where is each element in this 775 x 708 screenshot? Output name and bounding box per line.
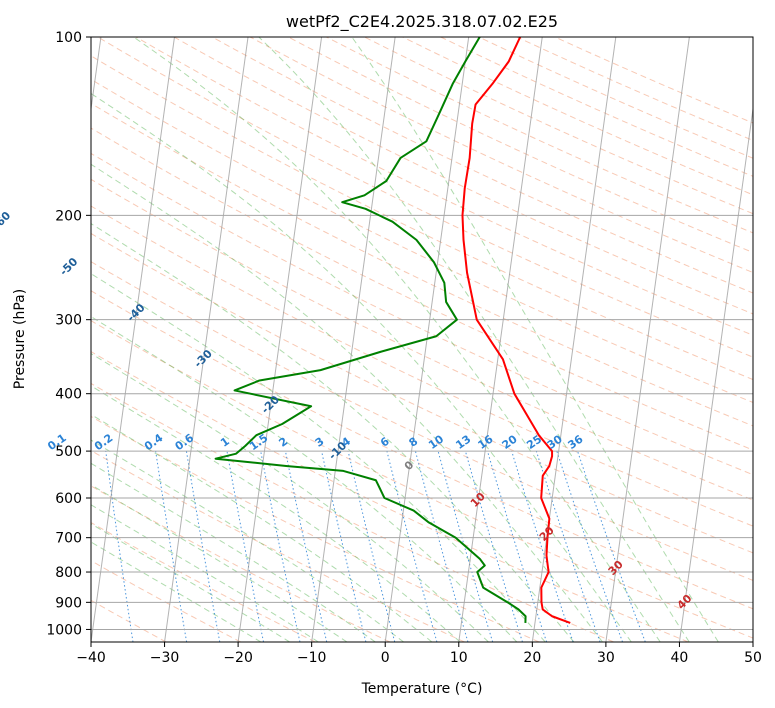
- y-tick-label: 500: [55, 444, 82, 460]
- x-tick-label: 50: [744, 650, 762, 666]
- dry-adiabat: [91, 382, 614, 642]
- moist-adiabat: [91, 484, 348, 642]
- isotherm-line: [164, 37, 249, 642]
- y-tick-label: 900: [55, 595, 82, 611]
- dewpoint-profile-line: [214, 37, 527, 623]
- mixing-ratio-line: [487, 450, 548, 642]
- mixing-ratio-line: [386, 450, 438, 642]
- moist-adiabat: [91, 523, 291, 642]
- moist-adiabat: [91, 413, 433, 642]
- dry-adiabat: [91, 127, 753, 451]
- mixing-ratio-line: [284, 451, 328, 642]
- plot-frame: [90, 36, 754, 643]
- background-lines: [91, 37, 753, 642]
- dry-adiabat: [91, 320, 753, 639]
- dry-adiabat: [91, 485, 391, 642]
- mixing-ratio-line: [577, 450, 646, 642]
- dry-adiabat: [211, 37, 753, 294]
- y-tick-label: 1000: [46, 622, 82, 638]
- dry-adiabat: [97, 37, 753, 358]
- chart-title: wetPf2_C2E4.2025.318.07.02.E25: [286, 12, 558, 32]
- moist-adiabat: [91, 273, 546, 642]
- x-tick-label: 40: [671, 650, 689, 666]
- isotherm-line: [237, 37, 323, 642]
- x-tick-label: 20: [523, 650, 541, 666]
- x-tick-label: −40: [76, 650, 106, 666]
- isotherm-line: [91, 37, 175, 642]
- y-axis-title: Pressure (hPa): [12, 289, 28, 389]
- isotherm-line: [678, 105, 753, 642]
- mixing-ratio-line: [511, 450, 574, 642]
- temperature-profile-line: [461, 37, 571, 624]
- mixing-ratio-line: [437, 450, 494, 642]
- moist-adiabat: [91, 352, 489, 642]
- grid-lines: [91, 37, 753, 642]
- x-tick-label: −30: [150, 650, 180, 666]
- series-layer: [214, 37, 571, 624]
- dry-adiabat: [91, 290, 753, 610]
- moist-adiabat: [133, 37, 661, 642]
- isotherm-line: [531, 37, 617, 642]
- x-axis-title: Temperature (°C): [361, 681, 483, 697]
- moist-adiabat: [91, 439, 404, 642]
- moist-adiabat: [91, 92, 632, 642]
- x-axis-ticks: −40 −30 −20 −10 0 10 20 30 40 50: [76, 642, 762, 666]
- dry-adiabat: [91, 449, 465, 642]
- y-tick-label: 100: [55, 30, 82, 46]
- dry-adiabat: [91, 522, 316, 642]
- mixing-ratio-line: [556, 450, 624, 642]
- y-tick-label: 400: [55, 387, 82, 403]
- y-tick-label: 200: [55, 208, 82, 224]
- moist-adiabat: [91, 541, 262, 642]
- moist-adiabat: [91, 385, 461, 642]
- dry-adiabat: [135, 37, 753, 336]
- isotherm-line: [311, 37, 396, 642]
- dry-adiabat: [91, 102, 753, 427]
- y-tick-label: 700: [55, 531, 82, 547]
- mixing-ratio-line: [260, 451, 301, 642]
- mixing-ratio-line: [414, 450, 469, 642]
- y-tick-label: 600: [55, 491, 82, 507]
- x-tick-label: 10: [450, 650, 468, 666]
- moist-adiabat: [91, 223, 575, 642]
- dry-adiabat: [91, 178, 753, 501]
- x-tick-label: 0: [381, 650, 390, 666]
- dry-adiabat: [91, 415, 540, 642]
- y-tick-label: 300: [55, 313, 82, 329]
- mixing-ratio-line: [535, 450, 601, 642]
- dry-adiabat: [91, 232, 753, 554]
- moist-adiabat: [258, 37, 690, 642]
- isotherm-line: [605, 37, 690, 642]
- x-tick-label: −10: [297, 650, 327, 666]
- x-tick-label: 30: [597, 650, 615, 666]
- x-tick-label: −20: [223, 650, 253, 666]
- isotherm-line: [458, 37, 543, 642]
- y-axis-ticks: 100 200 300 400 500 600 700 800 900 1000: [46, 30, 91, 638]
- mixing-ratio-line: [464, 450, 523, 642]
- moist-adiabat: [91, 462, 376, 642]
- mixing-ratio-line: [321, 450, 367, 642]
- moist-adiabat: [91, 163, 603, 642]
- moist-adiabat: [351, 37, 719, 642]
- dry-adiabat: [91, 205, 753, 527]
- y-tick-label: 800: [55, 565, 82, 581]
